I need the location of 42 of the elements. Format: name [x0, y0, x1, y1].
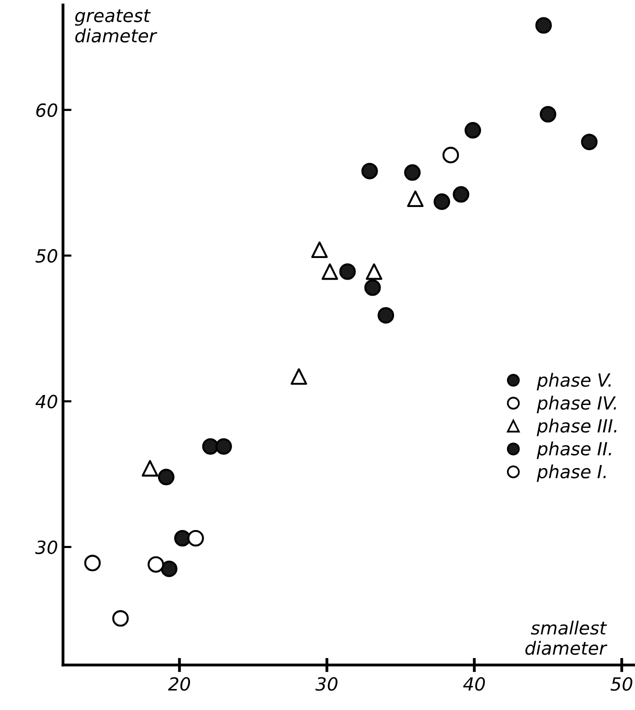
x-tick-label: 20: [168, 677, 190, 691]
x-tick-label: 40: [463, 677, 485, 691]
point: [452, 186, 470, 203]
point: [84, 554, 101, 572]
point: [112, 610, 129, 627]
point: [142, 460, 158, 477]
point: [581, 134, 598, 150]
y-tick-label: 60: [36, 103, 58, 118]
point: [540, 106, 556, 123]
point: [404, 164, 421, 181]
y-axis-title: greatest diameter: [75, 9, 158, 42]
point: [322, 263, 338, 280]
point: [407, 190, 424, 208]
y-tick-label: 50: [36, 249, 58, 263]
legend-label: phase II.: [536, 442, 612, 460]
legend-label: phase IV.: [536, 396, 616, 414]
y-tick-label: 30: [35, 540, 58, 554]
point: [366, 263, 382, 280]
point: [215, 438, 232, 455]
point: [361, 162, 378, 180]
point: [148, 556, 164, 573]
x-axis-title: smallest diameter: [525, 620, 608, 655]
x-tick-label: 50: [610, 677, 632, 691]
x-tick-label: 30: [315, 677, 338, 691]
point: [290, 368, 308, 385]
point: [158, 468, 174, 486]
point: [378, 307, 394, 324]
point: [174, 530, 191, 547]
point: [364, 279, 381, 296]
point: [311, 242, 328, 258]
legend-label: phase V.: [536, 372, 611, 390]
point: [187, 530, 204, 547]
point: [464, 122, 482, 139]
point: [535, 17, 552, 34]
point: [442, 146, 459, 164]
y-tick-label: 40: [35, 394, 58, 408]
point: [339, 263, 356, 280]
point: [160, 560, 178, 578]
legend-label: phase III.: [536, 418, 616, 436]
point: [202, 438, 219, 455]
legend-label: phase I.: [536, 464, 606, 482]
point: [434, 193, 450, 210]
